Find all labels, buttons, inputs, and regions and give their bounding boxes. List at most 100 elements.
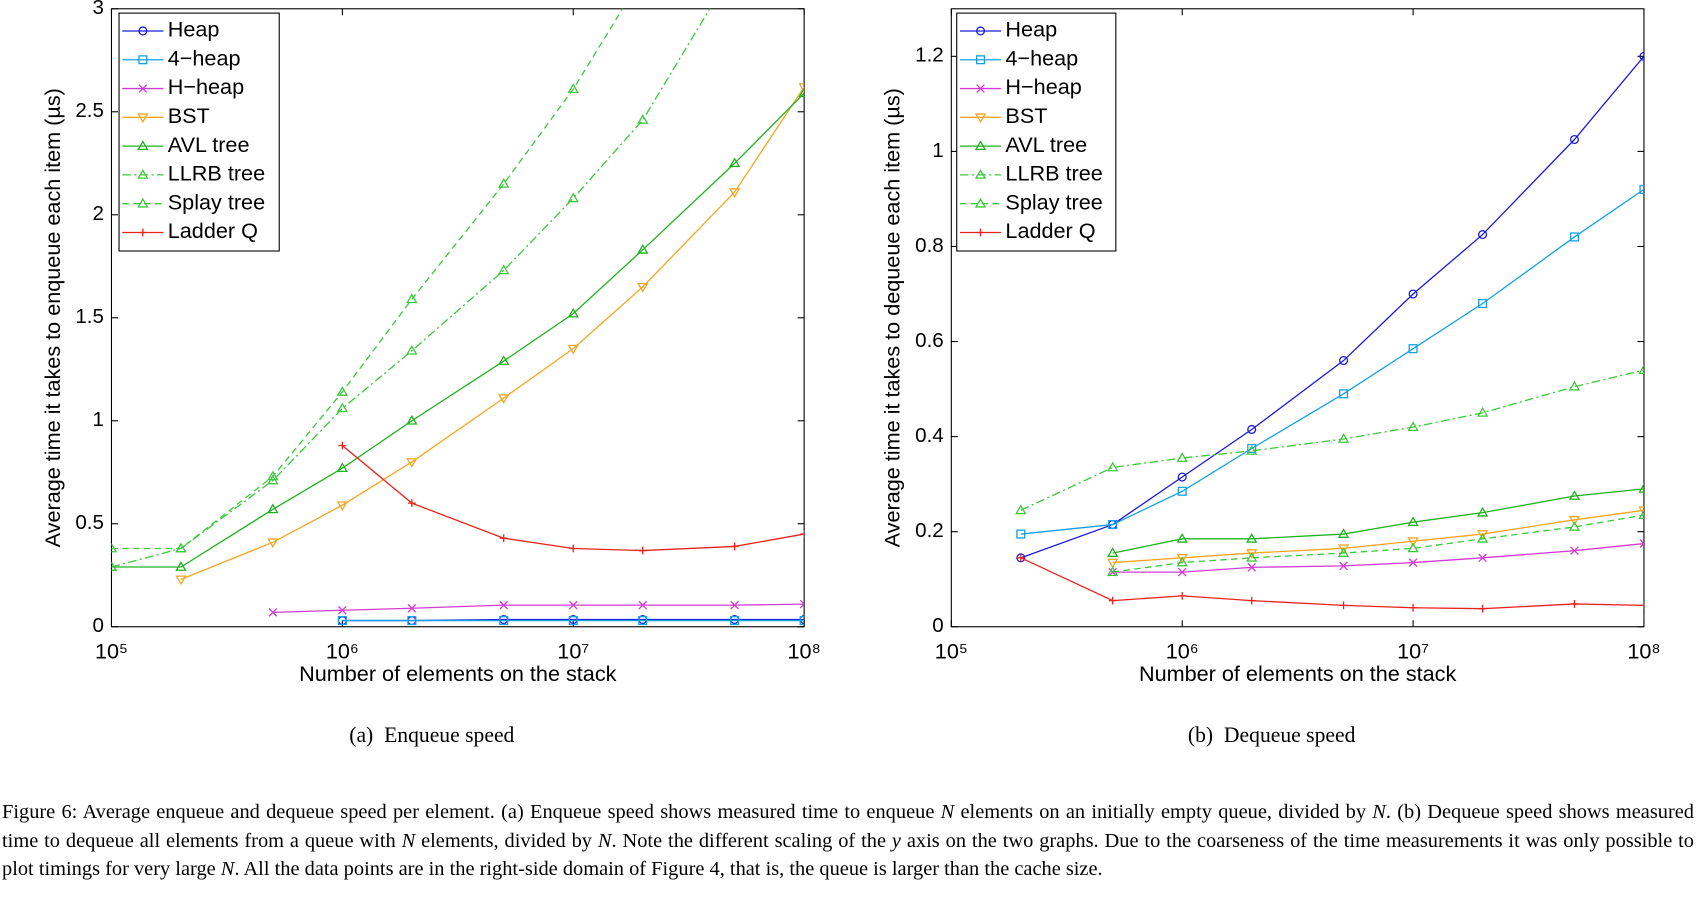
marker [1337, 528, 1350, 538]
figure-caption: Figure 6: Average enqueue and dequeue sp… [2, 798, 1694, 884]
marker [1638, 506, 1644, 517]
legend-marker [138, 228, 147, 237]
marker [1478, 604, 1487, 613]
caption-variable: N [401, 829, 416, 852]
marker [798, 87, 805, 98]
marker [111, 542, 118, 553]
marker [498, 355, 510, 365]
plot-area [1015, 51, 1644, 613]
y-tick-label: 3 [92, 0, 103, 19]
marker [1570, 546, 1579, 556]
y-tick-label: 2 [92, 202, 103, 225]
marker [1476, 530, 1489, 540]
marker [638, 546, 647, 555]
marker [407, 616, 417, 626]
marker [1016, 529, 1026, 539]
legend-marker [976, 84, 985, 93]
marker [1108, 596, 1117, 605]
marker [337, 616, 347, 626]
x-tick-label: 10⁸ [1627, 638, 1660, 663]
marker [1638, 364, 1644, 374]
marker [268, 607, 278, 617]
y-tick-label: 2.5 [75, 99, 104, 122]
marker [1408, 344, 1418, 354]
legend-marker [976, 228, 985, 237]
marker [1337, 433, 1350, 443]
chart: 0 0.5 1 1.5 2 2.5 3 10⁵ 10⁶ 10⁷ 10⁸ Heap 4−heap H−hea… [40, 0, 821, 747]
legend-marker [138, 84, 148, 93]
marker [1408, 289, 1418, 299]
marker [1569, 134, 1580, 145]
x-tick-label: 10⁵ [95, 638, 128, 663]
y-tick-label: 0 [92, 614, 103, 637]
marker [1337, 547, 1350, 557]
marker [336, 501, 349, 512]
x-tick-label: 10⁶ [326, 638, 359, 663]
marker [175, 561, 187, 571]
series-line [111, 92, 805, 568]
caption-text: axis on the two graphs. Due to the coars… [2, 829, 1695, 881]
series-line [111, 8, 624, 550]
marker [1246, 549, 1258, 559]
legend-label: Heap [168, 17, 220, 42]
marker [728, 188, 741, 198]
marker [1568, 490, 1581, 500]
marker [567, 344, 579, 355]
marker [498, 264, 510, 275]
marker [638, 600, 648, 610]
legend-marker [137, 197, 149, 208]
y-tick-label: 0 [932, 614, 943, 637]
caption-text: . Note the different scaling of the [611, 829, 892, 852]
caption-variable: y [891, 829, 901, 852]
legend-marker [974, 169, 987, 179]
marker [1639, 51, 1644, 61]
marker [406, 344, 418, 355]
legend-marker [975, 26, 986, 36]
y-tick-label: 1 [92, 408, 103, 431]
marker [1177, 567, 1187, 577]
x-axis-label: Number of elements on the stack [299, 661, 617, 686]
marker [1476, 506, 1489, 517]
marker [1176, 553, 1188, 564]
y-tick-label: 0.6 [915, 329, 944, 352]
marker [1407, 421, 1419, 431]
marker [1639, 539, 1644, 548]
marker [1639, 184, 1644, 194]
marker [567, 307, 579, 318]
marker [1339, 561, 1348, 571]
legend-marker [137, 140, 149, 151]
marker [730, 616, 740, 626]
y-tick-label: 1.2 [915, 44, 944, 67]
marker [569, 544, 578, 553]
legend-label: LLRB tree [168, 161, 265, 186]
marker [1409, 603, 1417, 612]
legend-label: Heap [1005, 17, 1057, 42]
marker [1247, 562, 1257, 572]
marker [1407, 516, 1419, 527]
series-line [272, 603, 805, 613]
legend-box [118, 12, 280, 252]
marker [638, 616, 648, 626]
marker [336, 402, 349, 413]
marker [730, 542, 739, 551]
series-line [1020, 55, 1644, 559]
caption-variable: N [1372, 801, 1386, 823]
marker [800, 530, 805, 538]
marker [1176, 452, 1188, 462]
figure: 0 0.5 1 1.5 2 2.5 3 10⁵ 10⁶ 10⁷ 10⁸ Heap 4−heap H−hea… [40, 0, 1661, 747]
marker [637, 243, 649, 254]
legend-marker [975, 55, 986, 65]
plot-frame [950, 8, 1645, 628]
marker [1176, 556, 1188, 567]
marker [1247, 424, 1257, 435]
marker [1107, 566, 1119, 576]
plot-frame [110, 8, 805, 628]
caption-text: . All the data points are in the right-s… [234, 858, 1103, 881]
legend-label: Ladder Q [1005, 218, 1095, 243]
plot-area [111, 8, 805, 626]
legend-label: 4−heap [1005, 45, 1078, 70]
y-tick-label: 0.8 [915, 234, 944, 257]
caption-variable: N [940, 801, 955, 823]
marker [1339, 356, 1349, 366]
marker [1570, 600, 1579, 608]
